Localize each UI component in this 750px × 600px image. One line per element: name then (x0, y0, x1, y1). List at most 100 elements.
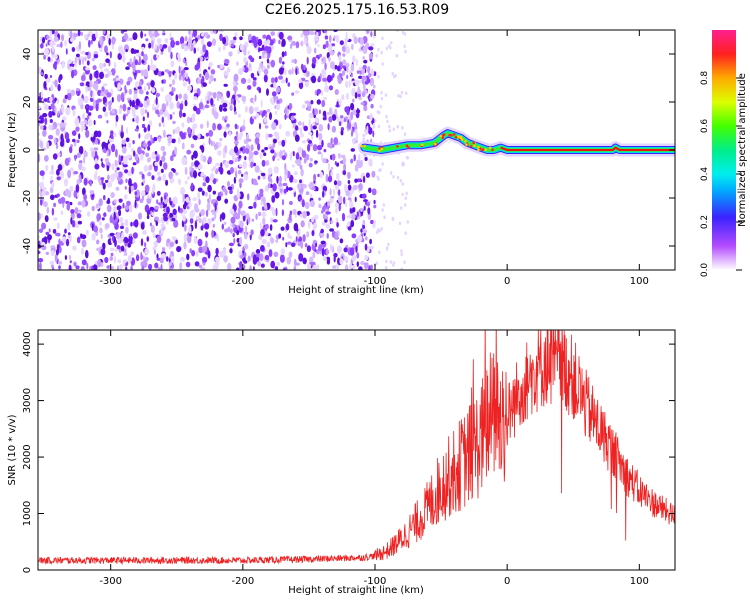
noise-blob (251, 218, 255, 222)
noise-blob (135, 49, 139, 53)
noise-blob (318, 76, 321, 82)
noise-blob (255, 137, 260, 145)
noise-blob (76, 236, 81, 244)
noise-blob (213, 112, 219, 120)
noise-blob (233, 176, 237, 184)
noise-blob (116, 167, 120, 171)
noise-blob (49, 119, 53, 123)
noise-blob (358, 266, 363, 270)
noise-blob (337, 195, 343, 204)
noise-blob (392, 174, 395, 179)
noise-blob (363, 83, 366, 91)
noise-blob (67, 223, 71, 230)
noise-blob (217, 192, 222, 197)
trace-speck (378, 147, 381, 150)
noise-blob (40, 72, 44, 76)
noise-blob (318, 203, 322, 209)
noise-blob (120, 155, 124, 161)
noise-blob (250, 161, 254, 168)
noise-blob (367, 207, 371, 215)
noise-blob (112, 77, 117, 82)
noise-blob (224, 145, 228, 153)
noise-blob (172, 208, 177, 215)
noise-blob (133, 219, 139, 228)
noise-blob (302, 210, 307, 219)
noise-blob (281, 139, 286, 147)
noise-blob (140, 30, 144, 39)
noise-blob (147, 192, 150, 199)
noise-blob (52, 44, 54, 53)
noise-blob (53, 36, 59, 42)
noise-blob (334, 231, 339, 240)
noise-blob (252, 256, 258, 265)
noise-blob (205, 176, 210, 184)
noise-blob (264, 231, 269, 237)
noise-blob (348, 80, 351, 88)
noise-blob (295, 41, 300, 49)
noise-blob (61, 236, 67, 244)
noise-blob (147, 64, 150, 72)
noise-blob (71, 130, 77, 136)
noise-blob (61, 34, 64, 42)
noise-blob (323, 96, 327, 101)
noise-blob (356, 178, 361, 183)
noise-blob (183, 93, 188, 102)
noise-blob (198, 246, 204, 254)
noise-blob (354, 92, 358, 99)
noise-blob (385, 114, 388, 119)
noise-blob (172, 168, 176, 173)
noise-blob (85, 250, 89, 259)
noise-blob (195, 250, 199, 257)
noise-blob (55, 143, 59, 150)
noise-blob (251, 35, 257, 44)
noise-blob (249, 265, 252, 270)
noise-blob (354, 121, 357, 130)
noise-blob (237, 49, 241, 55)
noise-blob (73, 141, 77, 147)
noise-blob (46, 206, 50, 214)
noise-blob (336, 162, 340, 167)
noise-blob (140, 251, 143, 261)
noise-blob (277, 140, 283, 146)
noise-blob (54, 63, 57, 71)
noise-blob (143, 53, 148, 62)
noise-blob (307, 105, 312, 112)
noise-blob (166, 256, 169, 262)
noise-blob (271, 91, 277, 97)
noise-blob (364, 254, 369, 261)
noise-blob (84, 56, 87, 62)
noise-blob (128, 235, 131, 244)
trace-speck (442, 133, 446, 136)
noise-blob (224, 115, 228, 121)
noise-blob (371, 188, 377, 196)
noise-blob (75, 265, 80, 270)
noise-blob (211, 217, 215, 222)
noise-blob (377, 48, 380, 52)
noise-blob (360, 228, 363, 233)
noise-blob (161, 79, 164, 84)
trace-speck (477, 145, 480, 149)
noise-blob (278, 233, 282, 239)
noise-blob (193, 96, 198, 101)
noise-blob (160, 51, 164, 55)
noise-blob (130, 185, 135, 192)
noise-blob (199, 145, 203, 150)
noise-blob (333, 255, 336, 263)
noise-blob (303, 157, 307, 164)
noise-blob (82, 125, 86, 131)
noise-blob (210, 172, 215, 181)
noise-blob (381, 36, 384, 41)
noise-blob (351, 74, 354, 78)
noise-blob (48, 228, 51, 233)
noise-blob (93, 54, 99, 59)
trace-speck (441, 136, 445, 140)
snr-frame (37, 329, 676, 571)
noise-blob (371, 170, 376, 178)
noise-blob (255, 113, 260, 118)
noise-blob (247, 78, 252, 84)
noise-blob (233, 98, 237, 107)
noise-blob (38, 240, 41, 245)
noise-blob (214, 203, 217, 212)
noise-blob (140, 238, 144, 247)
noise-blob (392, 127, 395, 132)
